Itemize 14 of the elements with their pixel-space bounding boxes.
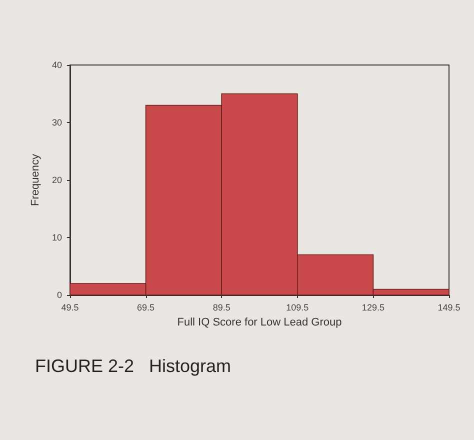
x-tick-label: 89.5 bbox=[212, 302, 230, 312]
x-tick-label: 109.5 bbox=[286, 302, 309, 312]
x-tick-label: 69.5 bbox=[137, 302, 155, 312]
y-tick-label: 40 bbox=[52, 60, 62, 70]
x-tick-label: 149.5 bbox=[438, 302, 460, 312]
y-tick-label: 30 bbox=[52, 118, 62, 128]
text: FIGURE 2-2 Histogram bbox=[35, 356, 232, 376]
x-tick-label: 129.5 bbox=[362, 302, 384, 312]
x-axis-title: Full IQ Score for Low Lead Group bbox=[177, 316, 342, 328]
y-tick-label: 0 bbox=[56, 290, 62, 300]
x-tick-label: 49.5 bbox=[61, 302, 79, 312]
y-axis-title: Frequency bbox=[30, 154, 42, 206]
y-tick-label: 20 bbox=[52, 175, 62, 185]
y-tick-label: 10 bbox=[52, 232, 62, 242]
